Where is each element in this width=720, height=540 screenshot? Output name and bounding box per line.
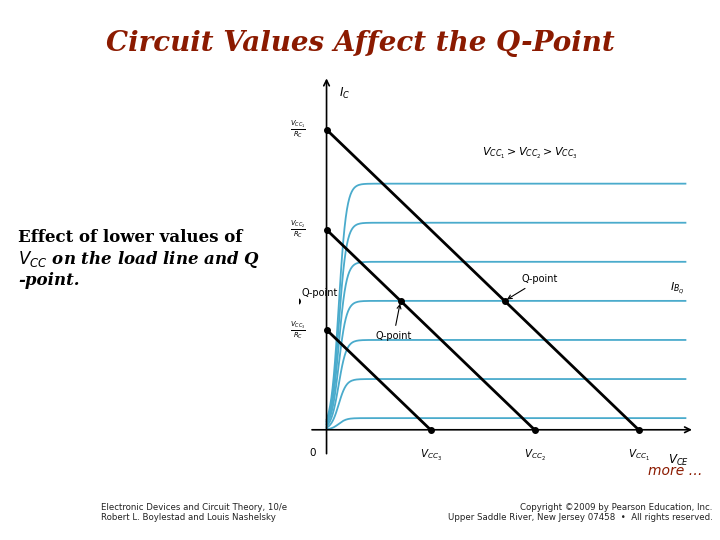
Text: -point.: -point. bbox=[18, 272, 79, 289]
Text: Copyright ©2009 by Pearson Education, Inc.: Copyright ©2009 by Pearson Education, In… bbox=[521, 503, 713, 512]
Text: 0: 0 bbox=[310, 448, 316, 458]
Text: $V_{CC_1}$: $V_{CC_1}$ bbox=[628, 448, 649, 463]
Text: $\frac{V_{CC_2}}{R_C}$: $\frac{V_{CC_2}}{R_C}$ bbox=[290, 219, 306, 240]
Text: $\frac{V_{CC_1}}{R_C}$: $\frac{V_{CC_1}}{R_C}$ bbox=[290, 119, 306, 140]
Text: $I_{B_Q}$: $I_{B_Q}$ bbox=[670, 280, 685, 296]
Text: PEARSON: PEARSON bbox=[20, 503, 69, 512]
Text: Q-point: Q-point bbox=[375, 305, 412, 341]
Text: $V_{CC_3}$: $V_{CC_3}$ bbox=[420, 448, 441, 463]
Text: $V_{CC_1} > V_{CC_2} > V_{CC_3}$: $V_{CC_1} > V_{CC_2} > V_{CC_3}$ bbox=[482, 146, 577, 161]
Text: Q-point: Q-point bbox=[302, 287, 338, 298]
Text: Upper Saddle River, New Jersey 07458  •  All rights reserved.: Upper Saddle River, New Jersey 07458 • A… bbox=[448, 513, 713, 522]
Text: Effect of lower values of: Effect of lower values of bbox=[18, 229, 243, 246]
Text: Circuit Values Affect the Q-Point: Circuit Values Affect the Q-Point bbox=[106, 30, 614, 57]
Text: more …: more … bbox=[647, 464, 702, 478]
Text: Electronic Devices and Circuit Theory, 10/e: Electronic Devices and Circuit Theory, 1… bbox=[101, 503, 287, 512]
Text: $\frac{V_{CC_3}}{R_C}$: $\frac{V_{CC_3}}{R_C}$ bbox=[290, 319, 306, 341]
Text: $V_{CC_2}$: $V_{CC_2}$ bbox=[523, 448, 546, 463]
Text: Q-point: Q-point bbox=[508, 274, 558, 299]
Text: Robert L. Boylestad and Louis Nashelsky: Robert L. Boylestad and Louis Nashelsky bbox=[101, 513, 276, 522]
Text: $V_{CE}$: $V_{CE}$ bbox=[668, 453, 689, 468]
Text: $I_C$: $I_C$ bbox=[338, 86, 350, 102]
Text: $V_{CC}$ on the load line and Q: $V_{CC}$ on the load line and Q bbox=[18, 249, 260, 269]
